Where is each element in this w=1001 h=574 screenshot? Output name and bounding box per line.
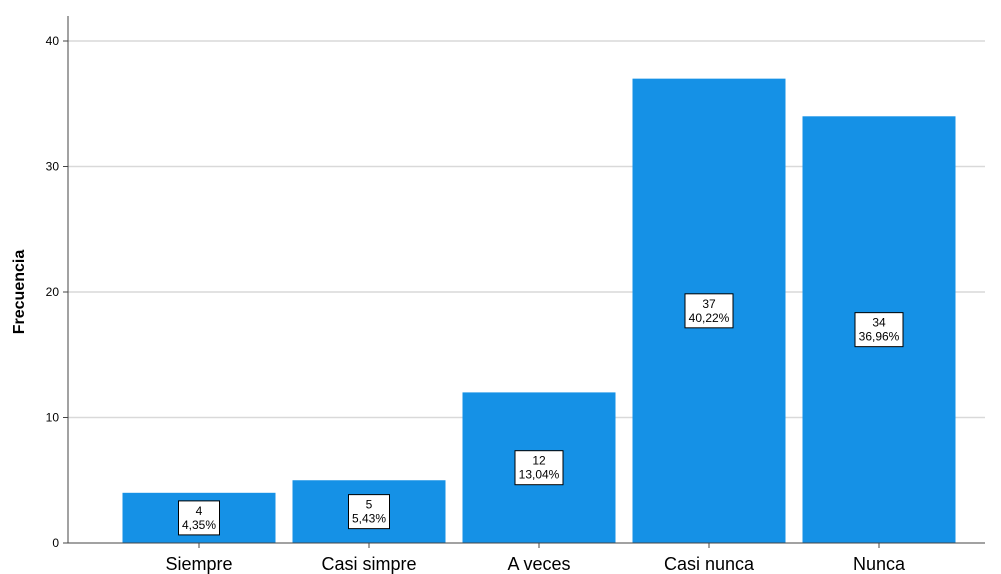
- data-label-percent: 5,43%: [352, 512, 386, 526]
- data-label-percent: 13,04%: [519, 468, 560, 482]
- data-label-count: 4: [196, 504, 203, 518]
- y-tick-label: 20: [46, 285, 60, 299]
- x-tick-label: Casi nunca: [664, 554, 755, 574]
- y-axis-title: Frecuencia: [11, 250, 28, 335]
- data-label-count: 37: [702, 297, 716, 311]
- data-label-percent: 40,22%: [689, 311, 730, 325]
- axes: [67, 16, 985, 544]
- x-tick-label: Nunca: [853, 554, 906, 574]
- data-label-box: [684, 293, 734, 329]
- x-tick-label: Siempre: [165, 554, 232, 574]
- x-axis-labels: Siempre Casi simpre A veces Casi nunca Nunca: [165, 543, 906, 574]
- data-label-box: [348, 494, 390, 530]
- data-label-count: 34: [872, 316, 886, 330]
- x-tick-label: Casi simpre: [321, 554, 416, 574]
- y-tick-label: 0: [52, 536, 59, 550]
- data-label-box: [178, 500, 220, 536]
- data-label-percent: 36,96%: [859, 330, 900, 344]
- data-label-count: 12: [532, 454, 546, 468]
- y-tick-label: 10: [46, 411, 60, 425]
- data-label-box: [514, 450, 564, 486]
- data-label-percent: 4,35%: [182, 518, 216, 532]
- data-label-box: [854, 312, 904, 348]
- y-tick-label: 30: [46, 160, 60, 174]
- x-tick-label: A veces: [507, 554, 570, 574]
- data-label: 44,35%: [178, 500, 220, 536]
- y-axis-ticks: 0 10 20 30 40: [46, 34, 68, 550]
- data-label-count: 5: [366, 498, 373, 512]
- y-tick-label: 40: [46, 34, 60, 48]
- data-label: 55,43%: [348, 494, 390, 530]
